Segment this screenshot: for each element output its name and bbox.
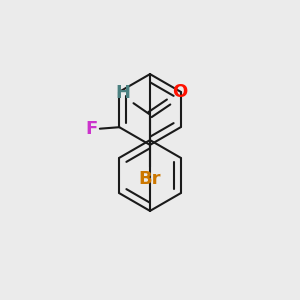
Text: H: H: [115, 84, 130, 102]
Text: O: O: [172, 82, 188, 100]
Text: Br: Br: [139, 170, 161, 188]
Text: F: F: [85, 120, 98, 138]
